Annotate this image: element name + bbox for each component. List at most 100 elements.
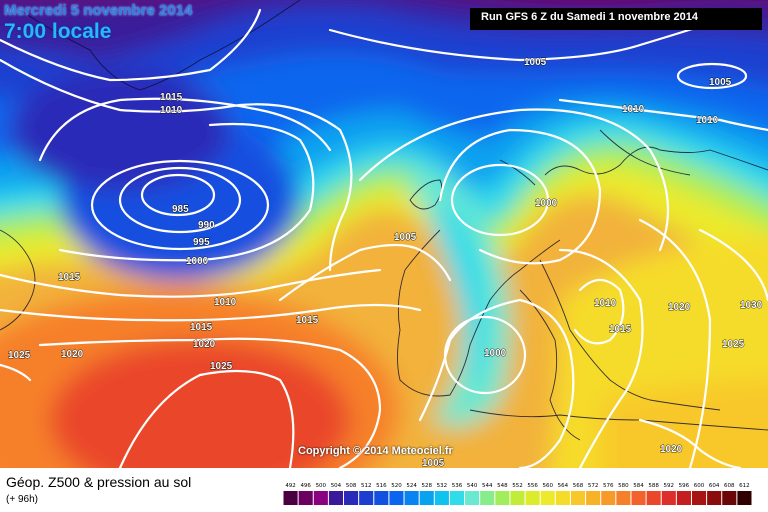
isobar-label-1015: 1015 [58,272,81,283]
legend-swatch-548 [495,491,510,505]
legend-value-540: 540 [467,483,478,489]
isobar-label-1010: 1010 [160,105,183,116]
legend-swatch-608 [722,491,737,505]
legend-value-508: 508 [346,483,357,489]
isobar-label-1015: 1015 [296,315,319,326]
coastlines [0,0,768,441]
legend-value-572: 572 [588,483,599,489]
isobar-label-1010: 1010 [622,104,645,115]
isobar-label-1010: 1010 [214,297,237,308]
legend-swatch-612 [737,491,752,505]
copyright-notice: Copyright © 2014 Meteociel.fr [298,445,453,457]
legend-swatch-592 [661,491,676,505]
legend-swatch-512 [359,491,374,505]
isobar-label-1025: 1025 [8,350,31,361]
product-title: Géop. Z500 & pression au sol [6,474,192,490]
isobar-label-1010: 1010 [594,298,617,309]
legend-value-600: 600 [694,483,705,489]
legend-swatch-544 [480,491,495,505]
legend-swatch-520 [389,491,404,505]
legend-value-564: 564 [558,483,569,489]
legend-value-588: 588 [648,483,659,489]
legend-swatch-564 [555,491,570,505]
legend-value-544: 544 [482,483,493,489]
isobar-label-1000: 1000 [535,198,558,209]
isobar-label-985: 985 [172,204,189,215]
legend-value-560: 560 [543,483,554,489]
isobar-label-1025: 1025 [210,361,233,372]
isobar-label-1005: 1005 [709,77,732,88]
legend-swatch-576 [601,491,616,505]
isobar-label-1015: 1015 [190,322,213,333]
isobar-label-990: 990 [198,220,215,231]
legend-swatch-524 [404,491,419,505]
isobar-label-1005: 1005 [524,57,547,68]
legend-swatch-556 [525,491,540,505]
isobar-label-1010: 1010 [696,115,719,126]
legend-value-536: 536 [452,483,463,489]
legend-swatch-572 [586,491,601,505]
forecast-time: 7:00 locale [4,20,112,43]
legend-swatch-584 [631,491,646,505]
legend-swatch-516 [374,491,389,505]
legend-value-532: 532 [437,483,448,489]
run-info-text: Run GFS 6 Z du Samedi 1 novembre 2014 [481,11,699,23]
legend-swatch-492 [283,491,298,505]
isobar-label-1000: 1000 [186,256,209,267]
legend-swatch-580 [616,491,631,505]
legend-swatch-600 [691,491,707,505]
isobar-label-1020: 1020 [660,444,683,455]
legend-value-604: 604 [709,483,720,489]
legend-swatch-504 [328,491,344,505]
legend-value-528: 528 [421,483,432,489]
legend-value-492: 492 [285,483,296,489]
legend-swatch-532 [434,491,449,505]
legend-swatch-560 [540,491,555,505]
legend-value-568: 568 [573,483,584,489]
isobar-label-1020: 1020 [668,302,691,313]
legend-value-512: 512 [361,483,372,489]
isobar-lines [0,8,768,468]
legend-value-500: 500 [316,483,327,489]
product-subtitle: (+ 96h) [6,494,38,505]
legend-value-520: 520 [391,483,402,489]
legend-swatch-568 [570,491,586,505]
legend-value-496: 496 [300,483,311,489]
legend-value-556: 556 [527,483,538,489]
isobar-label-1005: 1005 [422,458,445,468]
isobar-label-1005: 1005 [394,232,417,243]
isobar-label-1015: 1015 [160,92,183,103]
legend-swatch-604 [707,491,722,505]
legend-value-612: 612 [739,483,750,489]
legend-value-504: 504 [331,483,342,489]
legend-swatch-588 [646,491,661,505]
isobar-labels: 1015 1010 985 990 995 1000 1005 1005 1005 1010 101… [8,57,763,468]
legend-swatch-500 [313,491,328,505]
legend-swatch-552 [510,491,525,505]
isobar-label-1015: 1015 [609,324,632,335]
isobar-label-995: 995 [193,237,210,248]
legend-value-580: 580 [618,483,629,489]
isobar-label-1020: 1020 [61,349,84,360]
legend-value-552: 552 [512,483,523,489]
legend-value-592: 592 [664,483,675,489]
run-info-box [470,8,762,30]
isobar-label-1025: 1025 [722,339,745,350]
isobar-label-1030: 1030 [740,300,763,311]
legend-value-584: 584 [633,483,644,489]
legend-value-596: 596 [679,483,690,489]
legend-swatch-496 [298,491,313,505]
forecast-date: Mercredi 5 novembre 2014 [4,2,193,19]
isobar-label-1020: 1020 [193,339,216,350]
legend-swatch-596 [676,491,691,505]
legend-swatch-508 [344,491,359,505]
legend-value-608: 608 [724,483,735,489]
legend-value-524: 524 [406,483,417,489]
legend-value-576: 576 [603,483,614,489]
legend-swatch-540 [465,491,480,505]
legend-value-516: 516 [376,483,387,489]
isobar-label-1000: 1000 [484,348,507,359]
legend-swatch-528 [419,491,434,505]
